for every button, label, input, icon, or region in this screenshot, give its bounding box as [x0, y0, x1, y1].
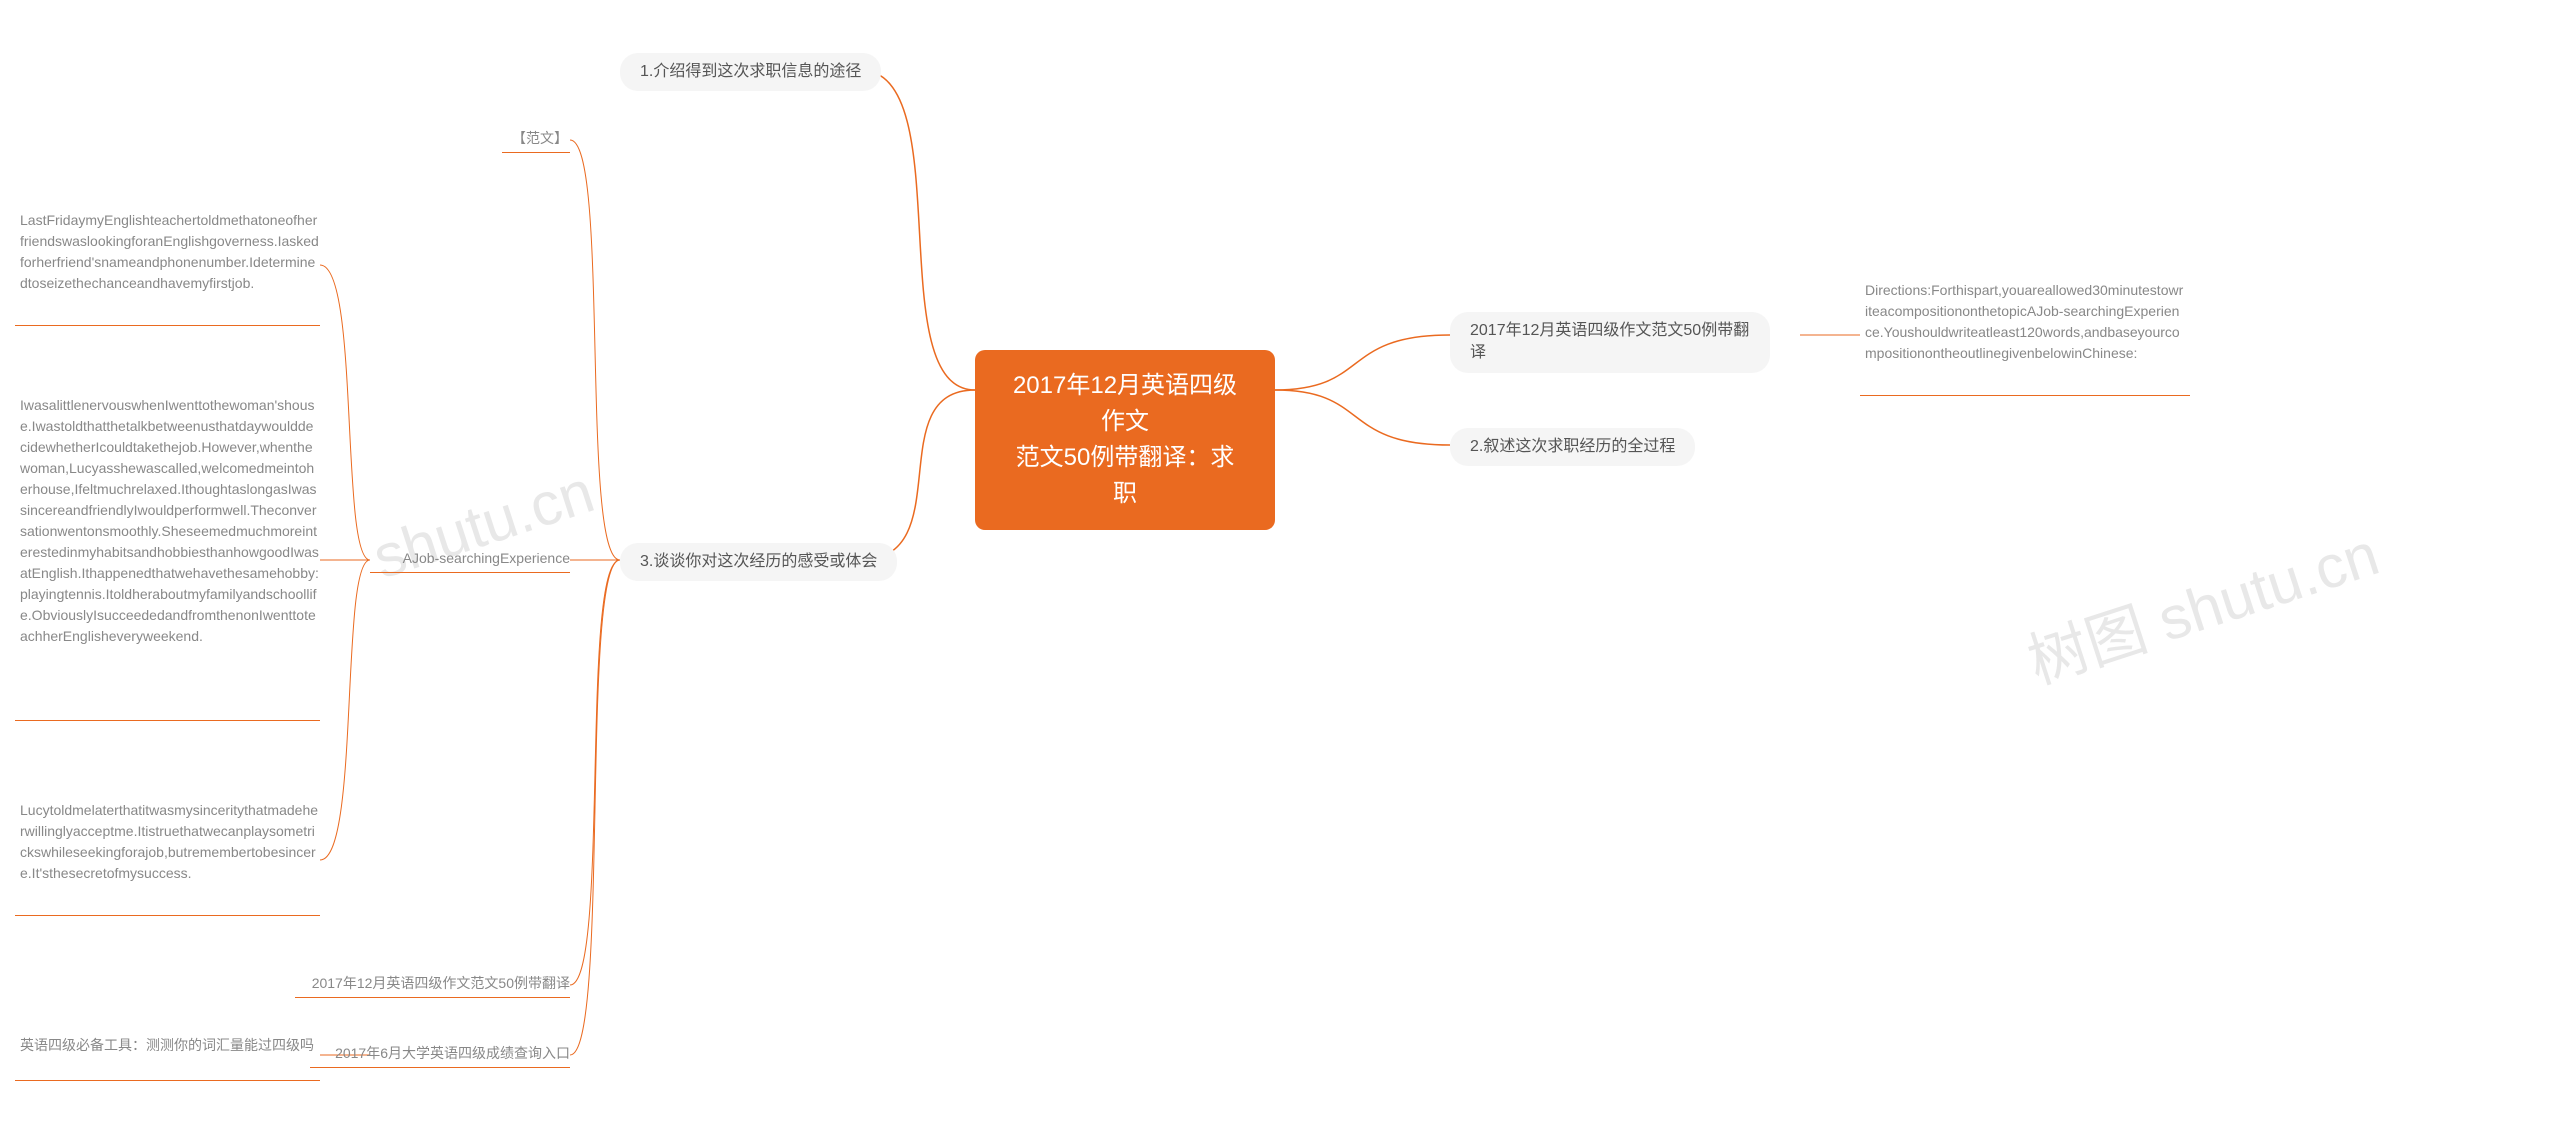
left-branch-3-child-3: 2017年6月大学英语四级成绩查询入口 [315, 1043, 570, 1064]
ajob-leaf-1: IwasalittlenervouswhenIwenttothewoman'sh… [20, 395, 320, 647]
connector-lines [240, 0, 2560, 1127]
left-branch-3-child-0: 【范文】 [508, 128, 568, 149]
ajob-leaf-2-underline [15, 915, 320, 916]
ajob-leaf-0: LastFridaymyEnglishteachertoldmethatoneo… [20, 210, 320, 294]
left-branch-1: 1.介绍得到这次求职信息的途径 [620, 53, 881, 91]
center-line1: 2017年12月英语四级作文 [1005, 368, 1245, 440]
ajob-leaf-0-underline [15, 325, 320, 326]
watermark-right: 树图 shutu.cn [2015, 506, 2388, 701]
right-branch-1: 2017年12月英语四级作文范文50例带翻译 [1450, 312, 1770, 373]
left-branch-3-child-3-leaf-underline [15, 1080, 320, 1081]
right-branch-2: 2.叙述这次求职经历的全过程 [1450, 428, 1695, 466]
left-branch-3-child-1: AJob-searchingExperience [375, 548, 570, 569]
right-branch-1-leaf: Directions:Forthispart,youareallowed30mi… [1865, 280, 2185, 364]
left-branch-3: 3.谈谈你对这次经历的感受或体会 [620, 543, 897, 581]
left-branch-3-child-3-leaf: 英语四级必备工具：测测你的词汇量能过四级吗 [20, 1035, 320, 1056]
left-branch-3-child-2-underline [295, 997, 570, 998]
center-node: 2017年12月英语四级作文 范文50例带翻译：求职 [975, 350, 1275, 530]
left-branch-3-child-0-underline [502, 152, 570, 153]
left-branch-3-child-3-underline [310, 1067, 570, 1068]
left-branch-3-child-1-underline [370, 572, 570, 573]
right-branch-1-leaf-underline [1860, 395, 2190, 396]
ajob-leaf-2: Lucytoldmelaterthatitwasmysinceritythatm… [20, 800, 320, 884]
ajob-leaf-1-underline [15, 720, 320, 721]
left-branch-3-child-2: 2017年12月英语四级作文范文50例带翻译 [300, 973, 570, 994]
center-line2: 范文50例带翻译：求职 [1005, 440, 1245, 512]
